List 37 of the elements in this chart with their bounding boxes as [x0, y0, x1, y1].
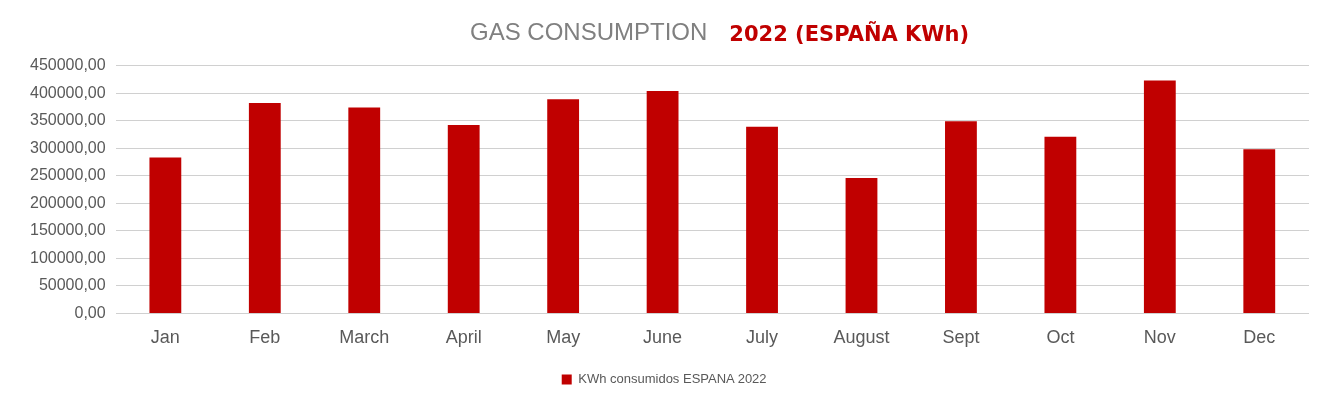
y-tick-label: 200000,00 — [29, 193, 106, 211]
x-tick-label: July — [746, 327, 779, 348]
x-tick-label: June — [643, 327, 683, 348]
x-tick-label: Nov — [1143, 327, 1176, 348]
x-tick-label: Oct — [1046, 327, 1075, 348]
bar — [1243, 149, 1276, 313]
x-tick-label: August — [833, 327, 890, 348]
y-tick-label: 300000,00 — [29, 138, 106, 156]
y-tick-label: 100000,00 — [29, 248, 106, 266]
bar — [646, 90, 679, 313]
chart-title: GAS CONSUMPTION — [469, 18, 708, 46]
bar — [149, 157, 182, 313]
x-tick-label: March — [339, 327, 390, 348]
bar — [845, 177, 878, 313]
y-tick-label: 400000,00 — [29, 83, 106, 101]
y-tick-label: 350000,00 — [29, 111, 106, 129]
y-tick-label: 450000,00 — [29, 56, 106, 74]
y-tick-label: 150000,00 — [29, 221, 106, 239]
legend-label: KWh consumidos ESPANA 2022 — [578, 371, 767, 387]
bar — [945, 121, 977, 313]
bar — [746, 126, 778, 313]
x-tick-label: May — [546, 327, 581, 348]
y-tick-label: 0,00 — [74, 303, 106, 321]
chart-subtitle: 2022 (ESPAÑA KWh) — [729, 22, 970, 46]
bar — [547, 99, 580, 313]
x-tick-label: April — [445, 327, 482, 348]
y-tick-label: 50000,00 — [38, 276, 106, 294]
x-tick-label: Sept — [942, 327, 980, 348]
y-tick-label: 250000,00 — [29, 166, 106, 184]
bar — [1143, 80, 1176, 313]
bar — [248, 103, 281, 313]
x-tick-label: Dec — [1243, 327, 1276, 348]
x-tick-label: Feb — [249, 327, 281, 348]
bar — [348, 107, 381, 313]
bar — [447, 125, 480, 313]
x-tick-label: Jan — [150, 327, 180, 348]
bar — [1044, 136, 1077, 313]
